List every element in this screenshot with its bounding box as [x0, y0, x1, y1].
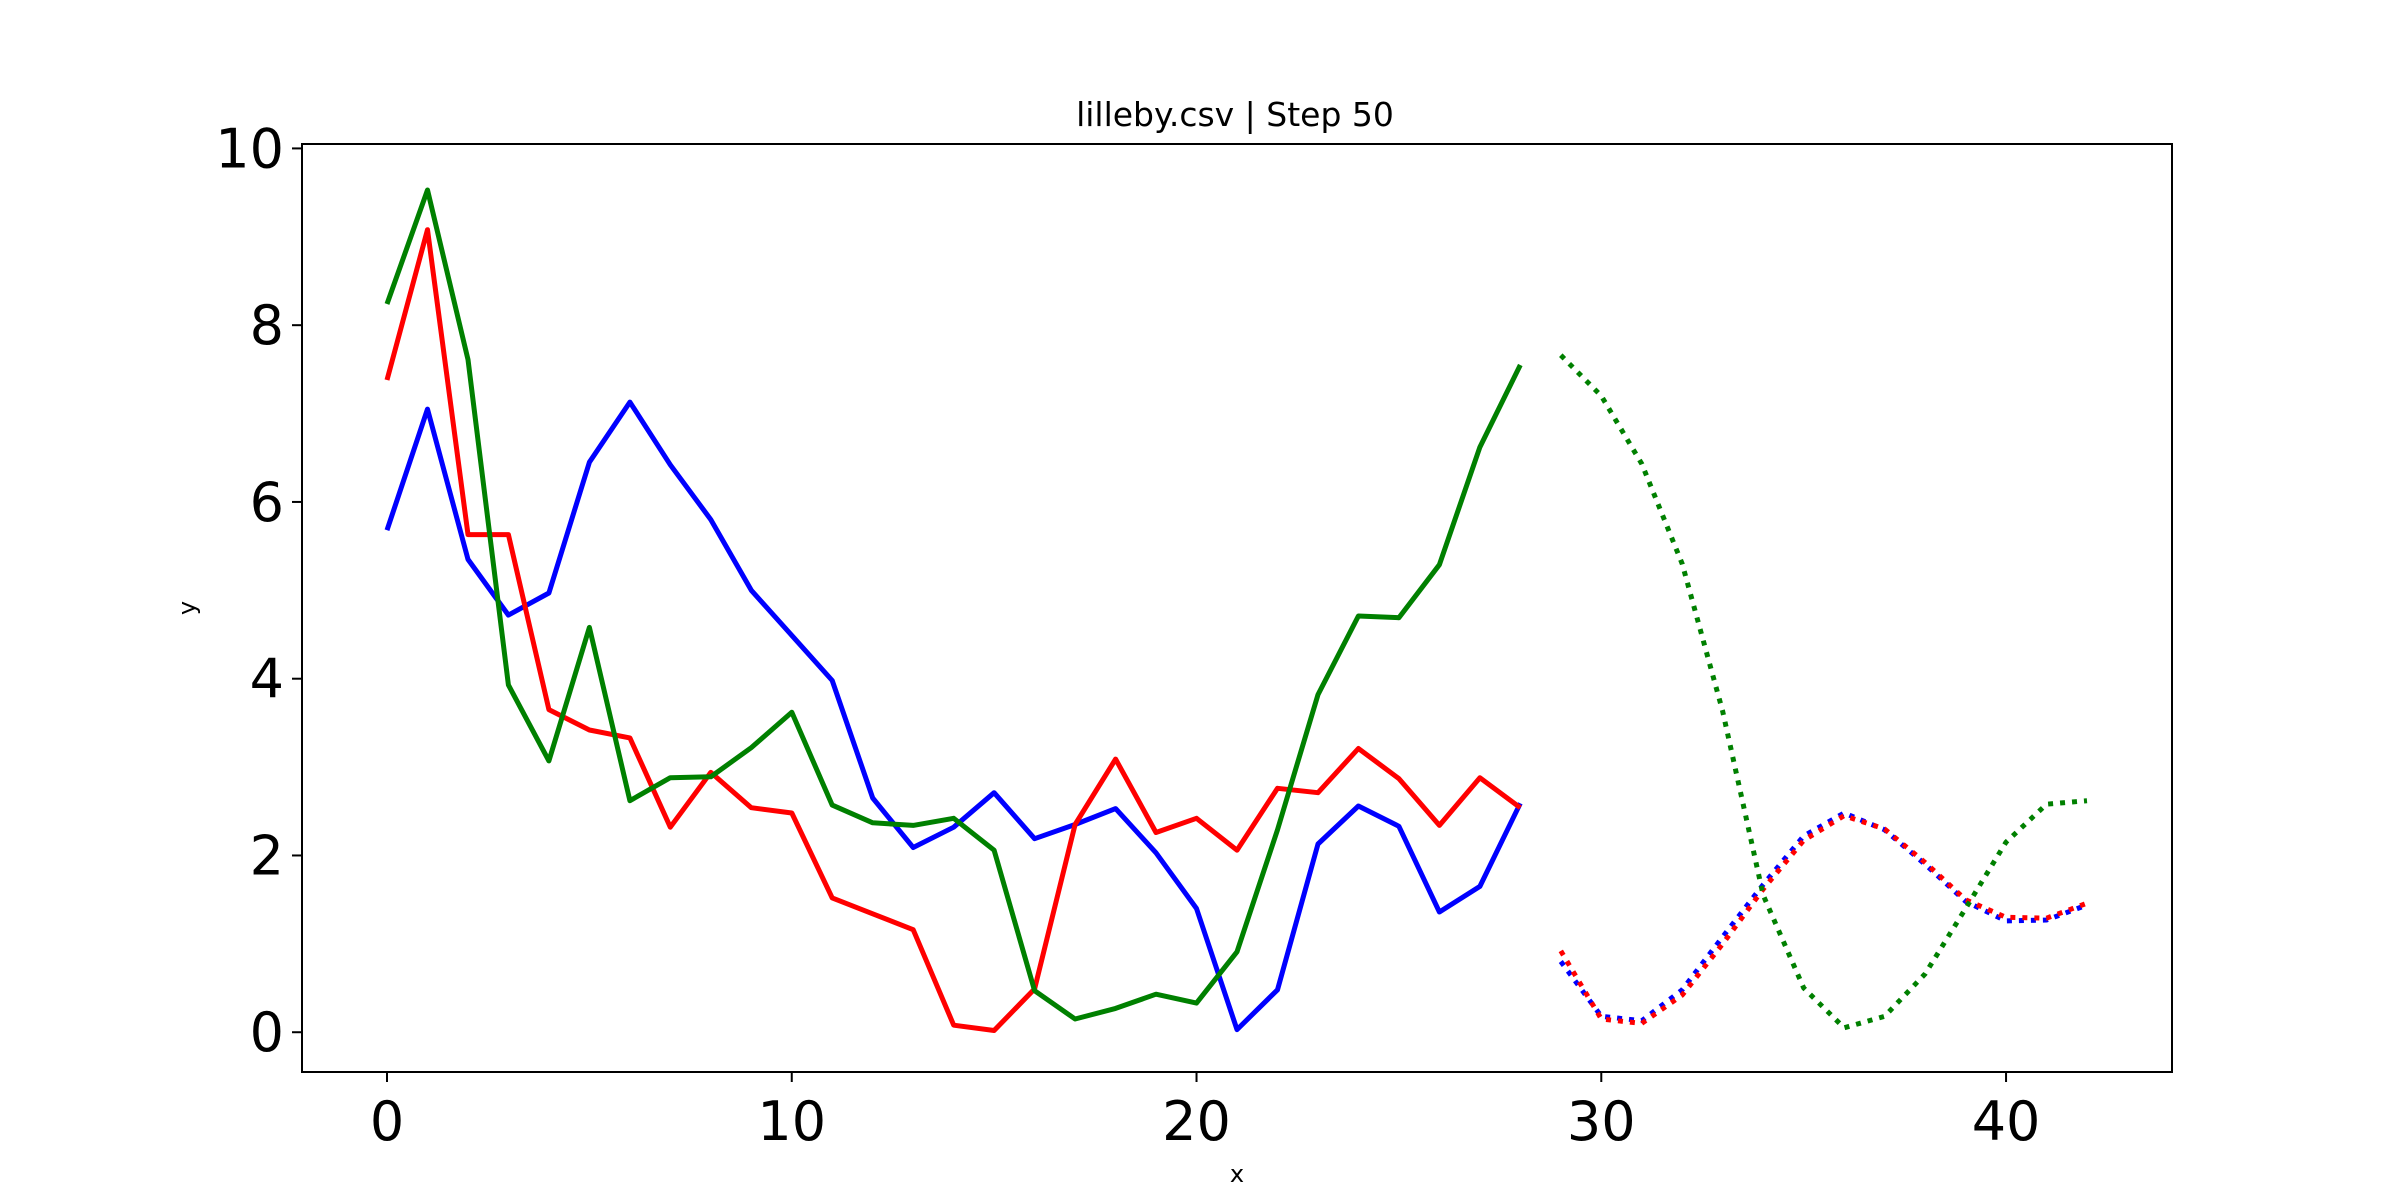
- y-tick-label: 10: [215, 117, 284, 180]
- x-axis-label: x: [1230, 1160, 1244, 1188]
- series-line-0: [384, 399, 1523, 1033]
- x-tick-label: 20: [1162, 1090, 1231, 1153]
- series-line-1: [384, 227, 1522, 1033]
- y-tick-label: 2: [250, 824, 284, 887]
- x-axis-ticks: 0 10 20 30 40: [370, 1072, 2041, 1153]
- x-tick-label: 0: [370, 1090, 404, 1153]
- chart-title: lilleby.csv | Step 50: [1076, 95, 1394, 134]
- y-axis-ticks: 0 2 4 6 8 10: [215, 117, 302, 1064]
- y-tick-label: 6: [250, 471, 284, 534]
- series-line-5: [1559, 353, 2088, 1031]
- y-tick-label: 8: [250, 294, 284, 357]
- y-tick-label: 0: [250, 1001, 284, 1064]
- y-axis-label: y: [173, 601, 201, 615]
- y-tick-label: 4: [250, 648, 284, 711]
- x-tick-label: 30: [1567, 1090, 1636, 1153]
- x-tick-label: 40: [1972, 1090, 2041, 1153]
- series-lines: [384, 187, 2088, 1033]
- x-tick-label: 10: [757, 1090, 826, 1153]
- series-line-4: [1558, 813, 2088, 1026]
- series-line-3: [1558, 810, 2088, 1024]
- plot-frame: [301, 143, 2173, 1073]
- series-line-2: [384, 187, 1523, 1022]
